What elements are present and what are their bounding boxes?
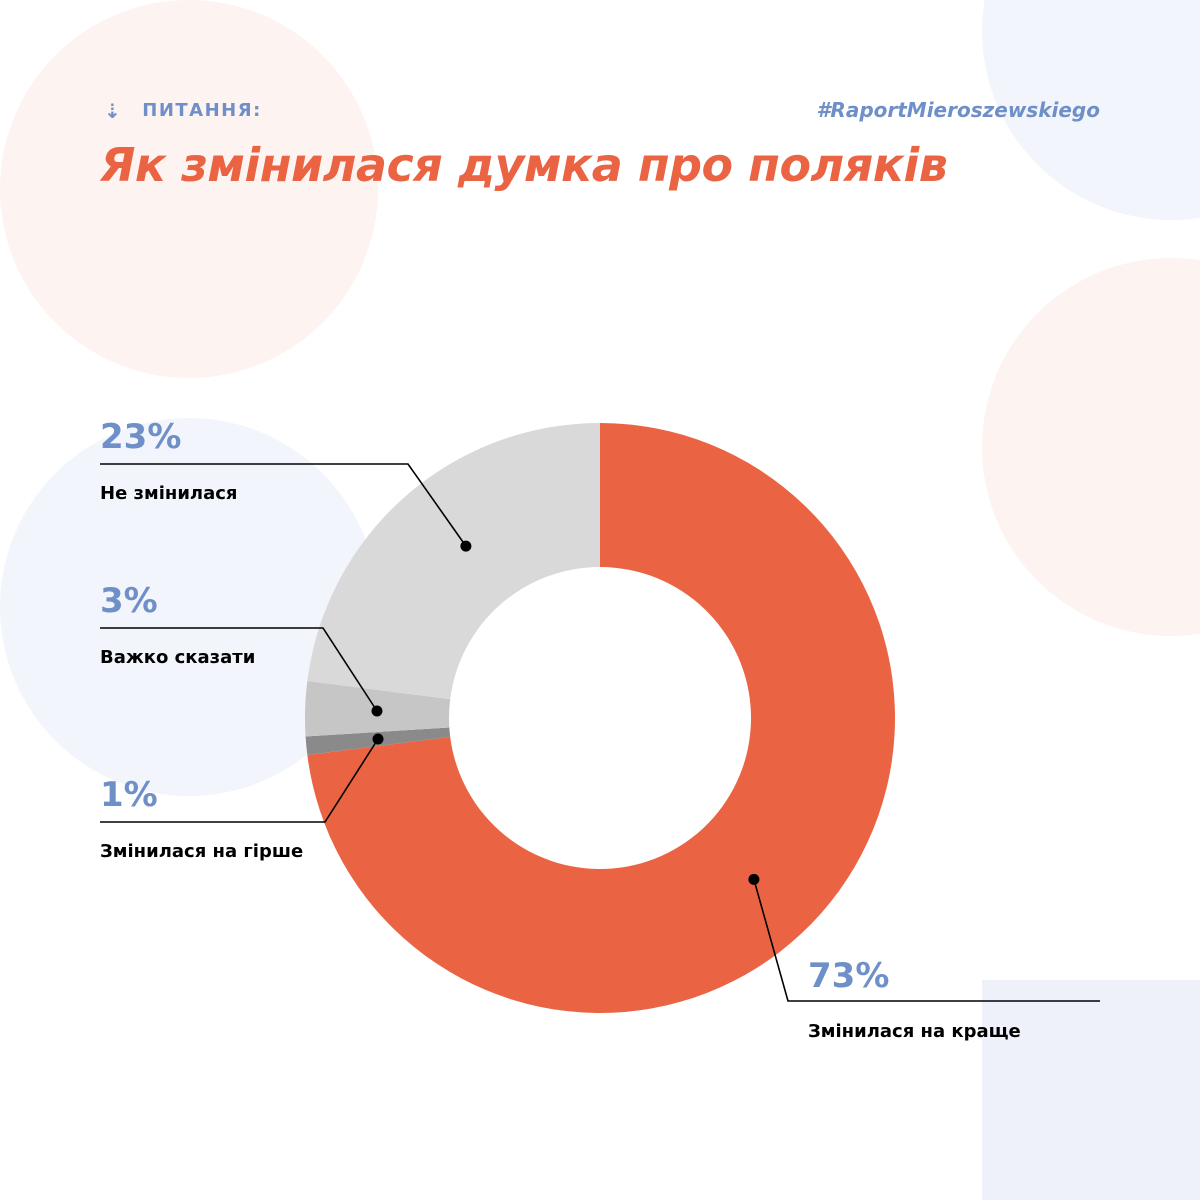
leader-line-0 <box>753 879 1100 1002</box>
decor-rect-blue-bottom-right <box>982 980 1200 1200</box>
question-label-text: ПИТАННЯ: <box>142 100 262 121</box>
data-label-category-ne-zminylasia: Не змінилася <box>100 483 238 504</box>
data-label-percent-ne-zminylasia: 23% <box>100 417 181 457</box>
donut-slice-3 <box>307 423 600 700</box>
data-label-category-hirshe: Змінилася на гірше <box>100 841 303 862</box>
data-label-percent-hirshe: 1% <box>100 775 158 815</box>
data-label-percent-vazhko-skazaty: 3% <box>100 581 158 621</box>
leader-dot-2 <box>371 705 383 717</box>
leader-lines <box>100 463 1100 1002</box>
donut-slices <box>305 423 896 1013</box>
chart-title: Як змінилася думка про поляків <box>100 138 948 192</box>
decor-circle-pink-top-left <box>0 0 378 378</box>
data-label-category-vazhko-skazaty: Важко сказати <box>100 647 255 668</box>
leader-dot-0 <box>748 873 760 885</box>
leader-line-3 <box>100 463 467 547</box>
question-label: ⇣ ПИТАННЯ: <box>104 100 262 121</box>
donut-slice-0 <box>307 423 896 1013</box>
hashtag: #RaportMieroszewskiego <box>816 98 1101 122</box>
data-label-percent-krashche: 73% <box>808 956 889 996</box>
leader-line-1 <box>100 738 379 823</box>
leader-line-2 <box>100 627 378 712</box>
arrow-down-icon: ⇣ <box>104 98 123 123</box>
leader-dot-3 <box>460 540 472 552</box>
leader-dot-1 <box>372 733 384 745</box>
data-label-category-krashche: Змінилася на краще <box>808 1021 1021 1042</box>
